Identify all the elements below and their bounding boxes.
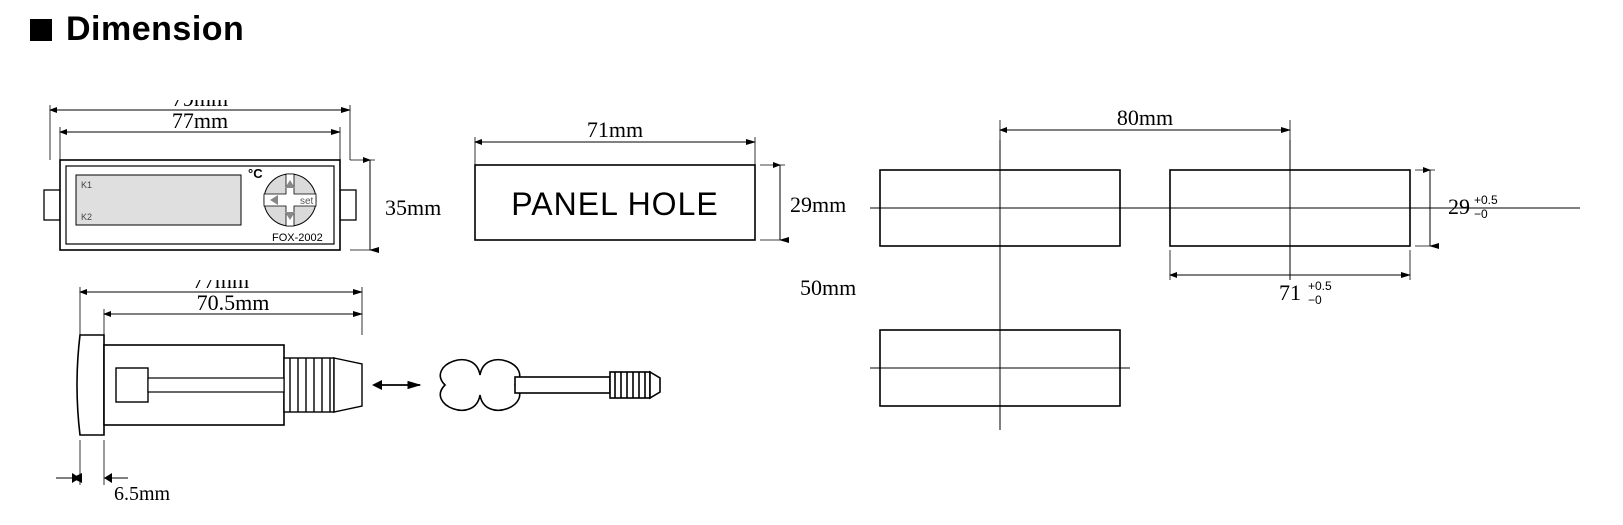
device-k1: K1 <box>81 180 92 190</box>
dim-77mm: 77mm <box>172 108 228 133</box>
tol-h-base: 29 <box>1448 194 1470 219</box>
device-front-drawing: 79mm 77mm K1 K2 °C set FOX-2002 <box>20 100 390 280</box>
device-set: set <box>300 196 314 207</box>
dim-50mm: 50mm <box>800 275 856 301</box>
title-text: Dimension <box>66 10 244 49</box>
device-model: FOX-2002 <box>272 232 323 244</box>
dim-side705: 70.5mm <box>197 290 270 315</box>
panel-hole-label: PANEL HOLE <box>511 186 718 222</box>
dim-29mm: 29mm <box>790 192 846 218</box>
dim-65mm: 6.5mm <box>114 483 171 505</box>
spacing-drawing: 80mm 71 +0.5 −0 29 +0.5 −0 <box>870 110 1610 460</box>
device-side-drawing: 77mm 70.5mm <box>20 280 690 510</box>
device-unit: °C <box>248 166 263 181</box>
svg-text:71: 71 <box>1279 280 1301 305</box>
dim-35mm: 35mm <box>385 195 441 221</box>
tol-w-sub: −0 <box>1308 293 1322 307</box>
bullet-icon <box>30 19 52 41</box>
tol-w-sup: +0.5 <box>1308 279 1332 293</box>
svg-text:−0: −0 <box>1308 293 1322 307</box>
tol-h-sup: +0.5 <box>1474 193 1498 207</box>
dim-80mm: 80mm <box>1117 110 1173 130</box>
svg-text:29: 29 <box>1448 194 1470 219</box>
section-title: Dimension <box>30 10 244 49</box>
tol-h-sub: −0 <box>1474 207 1488 221</box>
svg-text:+0.5: +0.5 <box>1474 193 1498 207</box>
panel-hole-drawing: 71mm PANEL HOLE <box>455 120 815 260</box>
dim-71mm: 71mm <box>587 120 643 142</box>
svg-text:+0.5: +0.5 <box>1308 279 1332 293</box>
device-k2: K2 <box>81 212 92 222</box>
svg-text:−0: −0 <box>1474 207 1488 221</box>
tol-w-base: 71 <box>1279 280 1301 305</box>
dimension-diagram: Dimension 79mm 77mm <box>0 0 1623 525</box>
